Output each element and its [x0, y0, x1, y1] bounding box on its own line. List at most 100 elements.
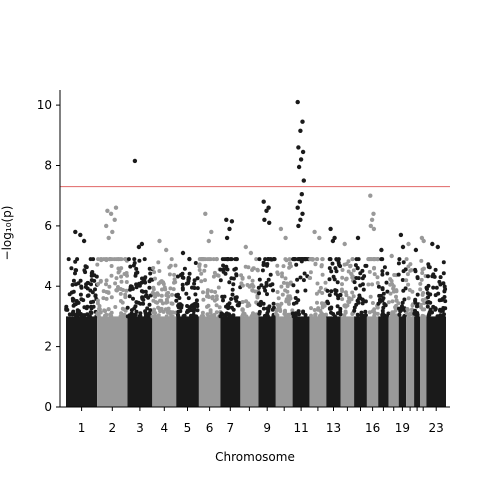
data-point [363, 299, 368, 304]
chromosome-5-top-hit [187, 256, 192, 262]
data-point [327, 266, 332, 271]
data-point [200, 310, 205, 315]
data-point [258, 303, 263, 308]
data-point [126, 257, 131, 262]
data-point [406, 282, 411, 287]
data-point [114, 288, 119, 293]
data-point [353, 286, 358, 291]
data-point [254, 257, 259, 262]
data-point [343, 310, 348, 315]
data-point [287, 257, 292, 262]
chromosome-7-top-hit [227, 226, 232, 232]
y-tick-label: 4 [44, 279, 52, 293]
data-point [151, 298, 156, 303]
data-point [148, 271, 153, 276]
data-point [335, 257, 339, 262]
chromosome-14-top-hit [342, 241, 347, 247]
data-point [230, 287, 235, 292]
data-point [359, 310, 364, 315]
data-point [85, 280, 90, 285]
data-point [426, 262, 431, 267]
data-point [181, 275, 186, 280]
data-point [95, 262, 100, 267]
chromosome-22-top-hit [421, 238, 426, 244]
data-point [229, 276, 234, 281]
data-point [362, 274, 367, 279]
data-point [97, 311, 102, 316]
chromosome-2-top-hit [113, 205, 119, 210]
data-point [250, 268, 255, 272]
data-point [103, 309, 108, 314]
data-point [325, 299, 330, 304]
data-point [372, 257, 377, 262]
data-point [89, 300, 93, 305]
chromosome-8-top-hit [243, 244, 248, 250]
data-point [203, 263, 208, 268]
data-point [168, 310, 173, 314]
data-point [296, 309, 301, 314]
data-point [174, 293, 179, 298]
data-point [386, 300, 391, 305]
data-point [280, 271, 284, 276]
data-point [372, 313, 377, 318]
data-point [375, 281, 380, 285]
data-point [275, 270, 280, 275]
data-point [418, 281, 423, 286]
data-point [199, 279, 204, 284]
data-point [106, 290, 111, 295]
chromosome-11-point-cluster [292, 316, 310, 407]
data-point [348, 263, 353, 268]
data-point [427, 292, 432, 297]
data-point [323, 280, 328, 285]
data-point [370, 282, 375, 287]
data-point [179, 303, 184, 308]
data-point [121, 288, 125, 292]
data-point [287, 265, 292, 270]
data-point [195, 286, 200, 291]
x-tick-label: 11 [293, 421, 308, 435]
data-point [101, 257, 106, 262]
data-point [107, 284, 112, 289]
x-tick-label: 3 [136, 421, 144, 435]
data-point [79, 313, 84, 318]
chromosome-13-point-cluster [326, 316, 341, 407]
data-point [212, 298, 217, 303]
data-point [353, 263, 358, 268]
data-point [363, 309, 368, 314]
data-point [175, 274, 180, 279]
data-point [197, 268, 202, 272]
chromosome-12-top-hit [317, 235, 322, 241]
data-point [330, 261, 335, 266]
data-point [214, 294, 219, 299]
chromosome-11-top-hit [300, 119, 305, 124]
data-point [160, 301, 165, 306]
chromosome-9-point-cluster [258, 316, 276, 407]
data-point [290, 311, 295, 316]
data-point [380, 272, 385, 277]
data-point [221, 298, 225, 303]
x-tick-label: 19 [395, 421, 410, 435]
data-point [97, 306, 101, 311]
data-point [340, 289, 345, 294]
x-tick-label: 5 [184, 421, 192, 435]
data-point [230, 314, 235, 319]
data-point [315, 300, 319, 305]
data-point [96, 257, 101, 262]
data-point [180, 287, 185, 292]
chromosome-18-point-cluster [388, 316, 399, 407]
data-point [375, 311, 380, 316]
chromosome-18-top-hit [389, 253, 394, 259]
x-tick-label: 13 [326, 421, 341, 435]
data-point [180, 282, 185, 287]
data-point [257, 291, 261, 296]
data-point [201, 290, 205, 295]
data-point [194, 314, 199, 319]
data-point [178, 309, 183, 314]
data-point [308, 270, 313, 275]
data-point [206, 303, 211, 308]
data-point [309, 306, 313, 311]
data-point [239, 273, 244, 278]
data-point [351, 294, 356, 299]
data-point [293, 311, 298, 316]
